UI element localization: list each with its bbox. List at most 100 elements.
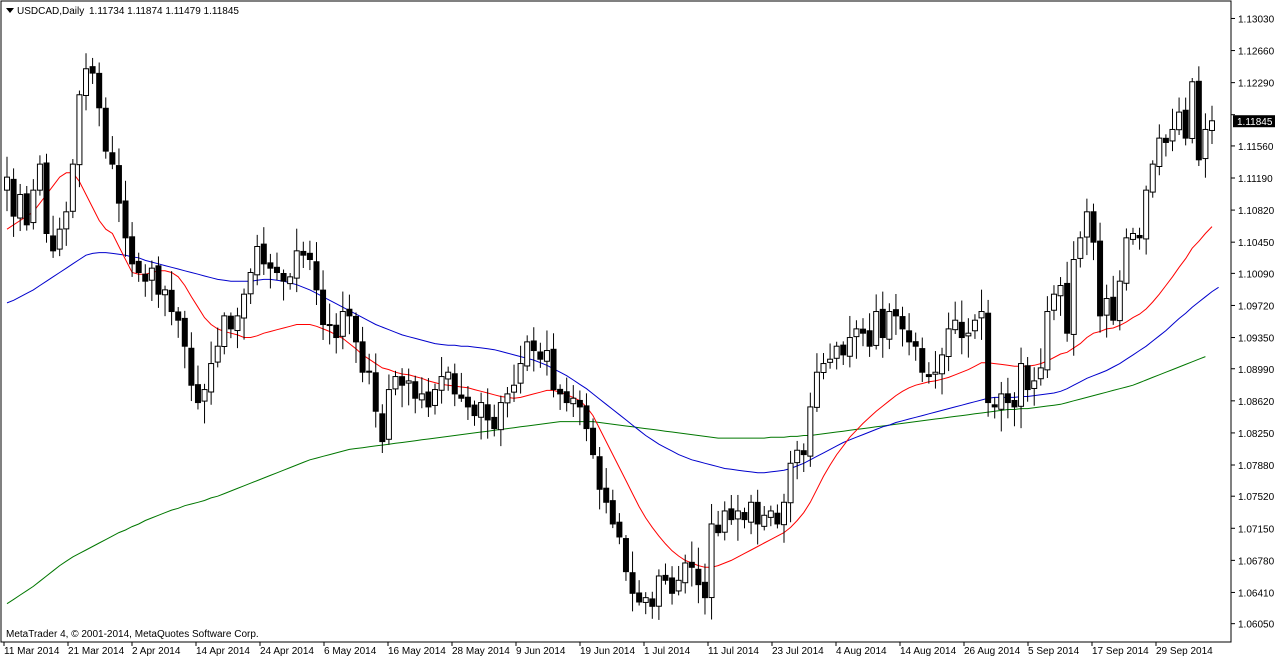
candle: [899, 306, 906, 347]
candle-body-bear: [899, 316, 906, 330]
candle: [1050, 285, 1057, 321]
candle-body-bear: [333, 324, 340, 339]
candle-body-bear: [89, 66, 96, 74]
candle-body-bear: [425, 391, 432, 408]
candle: [352, 312, 359, 363]
candle: [958, 300, 965, 355]
y-tick-label: 1.11560: [1238, 142, 1274, 153]
candle: [445, 366, 452, 391]
candle: [583, 393, 590, 442]
candle-body-bear: [695, 568, 702, 586]
candle-body-bull: [945, 328, 952, 357]
candle-body-bear: [774, 512, 781, 525]
candle-body-bear: [616, 521, 623, 538]
candle-body-bear: [550, 348, 557, 391]
candle: [234, 307, 241, 349]
candle-body-bull: [208, 363, 215, 393]
candle-body-bear: [412, 381, 419, 399]
price-axis: 1.13030 1.12660 1.12290 1.11560 1.11190 1.108…: [1231, 14, 1275, 631]
candle-body-bear: [879, 308, 886, 339]
candle-body-bull: [497, 402, 504, 431]
candle-body-bear: [1110, 296, 1117, 321]
candle: [767, 505, 774, 527]
candle: [1136, 227, 1143, 250]
y-tick-label: 1.08250: [1238, 429, 1275, 440]
candle: [517, 345, 524, 394]
candle-body-bull: [1202, 128, 1209, 160]
candle-body-bull: [734, 510, 741, 520]
candle: [96, 62, 103, 127]
candles: [4, 53, 1215, 620]
candle-body-bear: [925, 374, 932, 378]
candle: [965, 318, 972, 358]
candle: [629, 551, 636, 612]
candle: [1149, 160, 1156, 198]
candle-body-bear: [300, 250, 307, 256]
candle: [241, 288, 248, 340]
y-tick-label: 1.09720: [1238, 301, 1275, 312]
candle-body-bear: [688, 561, 695, 568]
candle: [636, 580, 643, 606]
candle: [642, 592, 649, 615]
candle-body-bull: [965, 332, 972, 337]
candle: [418, 377, 425, 409]
candle: [932, 351, 939, 389]
y-tick-label: 1.06780: [1238, 556, 1275, 567]
candle: [102, 97, 109, 159]
candle: [748, 494, 755, 535]
candle: [1162, 134, 1169, 157]
candle-body-bear: [135, 260, 142, 274]
candle: [1031, 367, 1038, 406]
candle-body-bear: [662, 574, 669, 581]
x-tick-label: 26 Aug 2014: [964, 646, 1021, 657]
candle: [563, 377, 570, 412]
candle-body-bull: [748, 501, 755, 523]
candle: [952, 301, 959, 334]
candle: [1209, 105, 1215, 144]
candle: [254, 234, 261, 286]
candle: [155, 256, 162, 308]
candle: [820, 353, 827, 380]
candle-body-bull: [1070, 259, 1077, 335]
candle-body-bull: [1083, 211, 1090, 238]
candle-body-bull: [69, 163, 76, 212]
candle: [886, 303, 893, 350]
candle: [537, 342, 544, 368]
x-tick-label: 21 Mar 2014: [68, 646, 125, 657]
candle: [287, 273, 294, 290]
candle: [1123, 228, 1130, 291]
candle: [293, 228, 300, 293]
candle-body-bear: [122, 200, 129, 239]
candle: [1202, 113, 1209, 178]
candle: [56, 217, 63, 257]
candle-body-bull: [998, 393, 1005, 410]
symbol-menu-triangle-icon[interactable]: [6, 8, 14, 13]
candle-body-bull: [517, 363, 524, 384]
candle-body-bear: [701, 581, 708, 599]
candle-body-bear: [1136, 234, 1143, 239]
candle-body-bull: [1018, 363, 1025, 407]
candle: [83, 53, 90, 111]
candle-body-bear: [669, 577, 676, 594]
candle-body-bear: [359, 341, 366, 373]
candle: [142, 264, 149, 297]
candle-body-bear: [860, 328, 867, 334]
candle-body-bull: [794, 449, 801, 464]
candle-body-bear: [576, 399, 583, 408]
candle-body-bull: [813, 371, 820, 408]
candle-body-bear: [649, 598, 656, 607]
y-tick-label: 1.07880: [1238, 461, 1275, 472]
candle: [701, 563, 708, 615]
candle-body-bull: [827, 358, 834, 363]
candle-body-bear: [590, 427, 597, 456]
candle-body-bull: [932, 371, 939, 375]
candle: [616, 513, 623, 545]
candle-body-bull: [787, 462, 794, 504]
candle-body-bull: [241, 293, 248, 319]
copyright-text: MetaTrader 4, © 2001-2014, MetaQuotes So…: [6, 629, 259, 640]
candle-body-bear: [306, 252, 313, 261]
candle-body-bear: [741, 512, 748, 521]
candle-body-bear: [892, 309, 899, 317]
